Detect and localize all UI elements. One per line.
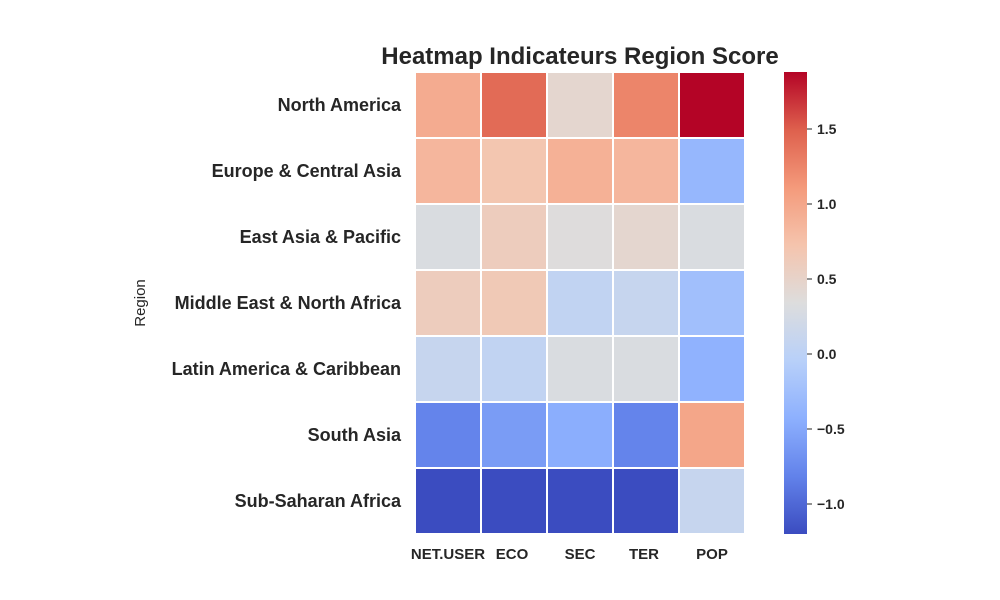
column-label: ECO bbox=[496, 546, 529, 563]
heatmap-cell bbox=[612, 401, 680, 469]
heatmap-cells bbox=[414, 71, 746, 535]
row-label: Europe & Central Asia bbox=[212, 161, 402, 181]
heatmap-cell bbox=[480, 137, 548, 205]
heatmap-cell bbox=[546, 467, 614, 535]
colorbar-tick-label: 1.5 bbox=[817, 121, 837, 137]
row-label: Latin America & Caribbean bbox=[172, 359, 401, 379]
heatmap-cell bbox=[678, 71, 746, 139]
heatmap-cell bbox=[414, 203, 482, 271]
heatmap-cell bbox=[414, 71, 482, 139]
colorbar-tick-label: −0.5 bbox=[817, 421, 845, 437]
row-label: East Asia & Pacific bbox=[240, 227, 401, 247]
heatmap-cell bbox=[546, 335, 614, 403]
heatmap-cell bbox=[612, 137, 680, 205]
heatmap-cell bbox=[546, 269, 614, 337]
heatmap-cell bbox=[414, 335, 482, 403]
heatmap-cell bbox=[678, 269, 746, 337]
heatmap-cell bbox=[414, 269, 482, 337]
row-label: Sub-Saharan Africa bbox=[235, 491, 402, 511]
heatmap-cell bbox=[414, 467, 482, 535]
heatmap-cell bbox=[678, 203, 746, 271]
heatmap-cell bbox=[414, 137, 482, 205]
heatmap-cell bbox=[480, 335, 548, 403]
heatmap-cell bbox=[480, 269, 548, 337]
heatmap-cell bbox=[480, 401, 548, 469]
y-axis-label: Region bbox=[132, 279, 149, 327]
column-label: NET.USER bbox=[411, 546, 485, 563]
heatmap-cell bbox=[612, 203, 680, 271]
chart-title: Heatmap Indicateurs Region Score bbox=[381, 43, 778, 70]
heatmap-cell bbox=[480, 467, 548, 535]
heatmap-cell bbox=[678, 335, 746, 403]
heatmap-cell bbox=[546, 401, 614, 469]
heatmap-cell bbox=[480, 71, 548, 139]
heatmap-cell bbox=[414, 401, 482, 469]
column-label: TER bbox=[629, 546, 659, 563]
colorbar-gradient bbox=[784, 72, 807, 534]
colorbar-tick-label: 0.5 bbox=[817, 271, 837, 287]
heatmap-cell bbox=[612, 71, 680, 139]
row-label: South Asia bbox=[308, 425, 402, 445]
heatmap-cell bbox=[678, 401, 746, 469]
heatmap-cell bbox=[546, 203, 614, 271]
row-labels: North America Europe & Central Asia East A… bbox=[172, 95, 402, 511]
colorbar: −1.0 −0.5 0.0 0.5 1.0 1.5 bbox=[784, 72, 845, 534]
row-label: Middle East & North Africa bbox=[175, 293, 402, 313]
colorbar-tick-label: 0.0 bbox=[817, 346, 837, 362]
heatmap-cell bbox=[546, 71, 614, 139]
column-label: SEC bbox=[565, 546, 596, 563]
column-label: POP bbox=[696, 546, 728, 563]
heatmap-cell bbox=[678, 467, 746, 535]
heatmap-cell bbox=[612, 335, 680, 403]
row-label: North America bbox=[278, 95, 402, 115]
heatmap-cell bbox=[678, 137, 746, 205]
heatmap-cell bbox=[546, 137, 614, 205]
column-labels: NET.USER ECO SEC TER POP bbox=[411, 546, 728, 563]
colorbar-tick-label: −1.0 bbox=[817, 496, 845, 512]
heatmap-cell bbox=[612, 467, 680, 535]
heatmap-cell bbox=[612, 269, 680, 337]
colorbar-tick-label: 1.0 bbox=[817, 196, 837, 212]
heatmap-cell bbox=[480, 203, 548, 271]
